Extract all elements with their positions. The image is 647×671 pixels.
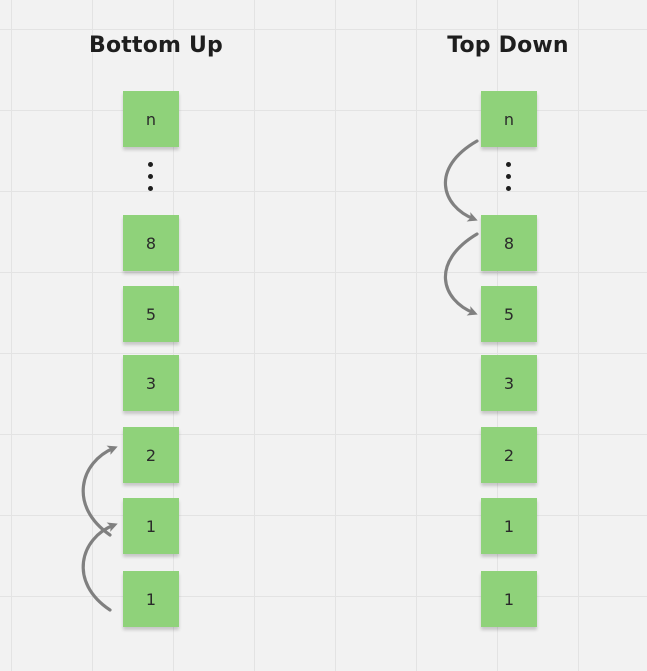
top-down-note-n[interactable]: n (481, 91, 537, 147)
bottom-up-note-n[interactable]: n (123, 91, 179, 147)
top-down-note-8[interactable]: 8 (481, 215, 537, 271)
bottom-up-note-3[interactable]: 3 (123, 355, 179, 411)
bottom-up-arrow-1-to-1[interactable] (81, 522, 118, 612)
bottom-up-ellipsis (148, 162, 154, 202)
top-down-arrow-8-to-5[interactable] (443, 232, 479, 316)
top-down-note-1b[interactable]: 1 (481, 571, 537, 627)
bottom-up-note-2[interactable]: 2 (123, 427, 179, 483)
top-down-note-1a[interactable]: 1 (481, 498, 537, 554)
top-down-note-2[interactable]: 2 (481, 427, 537, 483)
bottom-up-note-8[interactable]: 8 (123, 215, 179, 271)
top-down-note-3[interactable]: 3 (481, 355, 537, 411)
top-down-ellipsis (506, 162, 512, 202)
top-down-arrow-n-to-8[interactable] (443, 139, 479, 222)
bottom-up-note-5[interactable]: 5 (123, 286, 179, 342)
top-down-note-5[interactable]: 5 (481, 286, 537, 342)
bottom-up-note-1b[interactable]: 1 (123, 571, 179, 627)
top-down-title: Top Down (447, 33, 569, 58)
bottom-up-note-1a[interactable]: 1 (123, 498, 179, 554)
bottom-up-title: Bottom Up (88, 33, 224, 58)
bottom-up-arrow-1-to-2[interactable] (81, 445, 118, 537)
